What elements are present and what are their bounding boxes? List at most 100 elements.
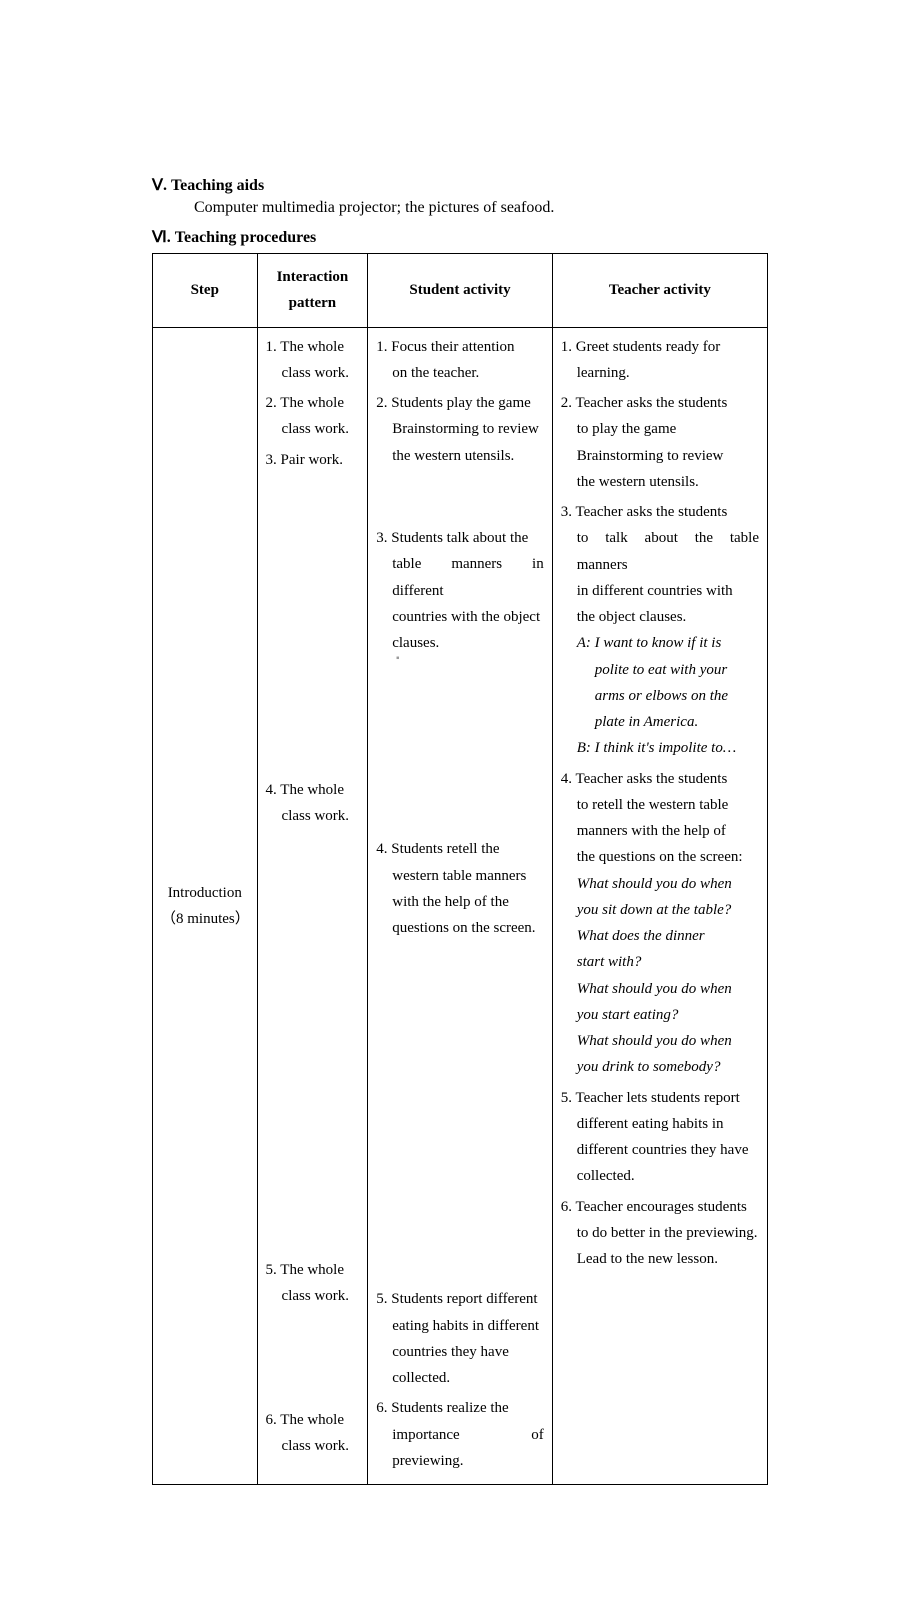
list-item-line: learning. bbox=[577, 360, 759, 386]
list-item-number: 2. bbox=[561, 395, 576, 411]
spacer-line bbox=[266, 1092, 360, 1118]
spacer-line bbox=[376, 1245, 544, 1271]
list-item: 5. Teacher lets students report different… bbox=[561, 1085, 759, 1190]
list-item-number: 1. bbox=[266, 339, 281, 355]
list-item-line: class work. bbox=[282, 803, 360, 829]
spacer-line bbox=[376, 1204, 544, 1230]
spacer-line bbox=[376, 795, 544, 821]
list-item-number: 2. bbox=[266, 395, 281, 411]
spacer-line bbox=[376, 1121, 544, 1147]
list-item-number: 6. bbox=[266, 1412, 281, 1428]
list-item-line: 3. Pair work. bbox=[266, 447, 360, 473]
th-teacher: Teacher activity bbox=[552, 254, 767, 328]
list-item: 2. The wholeclass work. bbox=[266, 390, 360, 443]
list-item-line: 3. Teacher asks the students bbox=[561, 499, 759, 525]
document-page: Ⅴ. Teaching aids Computer multimedia pro… bbox=[0, 0, 920, 1605]
procedures-table: Step Interaction pattern Student activit… bbox=[152, 253, 768, 1485]
list-item-number: 6. bbox=[561, 1199, 576, 1215]
list-item-line: 5. The whole bbox=[266, 1257, 360, 1283]
heading-title: Teaching aids bbox=[171, 177, 264, 194]
list-item-line: with the help of the bbox=[392, 889, 544, 915]
list-item-line: importance of previewing. bbox=[392, 1422, 544, 1475]
spacer-line bbox=[376, 1039, 544, 1065]
dialog-line: polite to eat with your bbox=[595, 657, 759, 683]
spacer-line bbox=[266, 1050, 360, 1076]
spacer-line bbox=[266, 885, 360, 911]
list-item-line: 1. Greet students ready for bbox=[561, 334, 759, 360]
spacer-line bbox=[266, 612, 360, 638]
spacer-line bbox=[376, 998, 544, 1024]
list-item-line: Brainstorming to review bbox=[392, 416, 544, 442]
spacer-line bbox=[266, 1365, 360, 1391]
dialog-line: you sit down at the table? bbox=[577, 897, 759, 923]
spacer-line bbox=[376, 1163, 544, 1189]
list-item-line: 4. The whole bbox=[266, 777, 360, 803]
list-item-line: to talk about the table manners bbox=[577, 525, 759, 578]
list-item: 4. The wholeclass work. bbox=[266, 777, 360, 830]
list-item-line: 6. The whole bbox=[266, 1407, 360, 1433]
list-item-line: 5. Teacher lets students report bbox=[561, 1085, 759, 1111]
list-item: 6. The wholeclass work. bbox=[266, 1407, 360, 1460]
list-item-line: 4. Students retell the bbox=[376, 836, 544, 862]
list-item: 3. Students talk about thetable manners … bbox=[376, 525, 544, 656]
spacer-line bbox=[266, 735, 360, 761]
list-item-number: 2. bbox=[376, 395, 391, 411]
list-item-line: 5. Students report different bbox=[376, 1286, 544, 1312]
list-item: 2. Students play the gameBrainstorming t… bbox=[376, 390, 544, 469]
th-interaction: Interaction pattern bbox=[257, 254, 368, 328]
spacer-line bbox=[376, 713, 544, 739]
spacer-line bbox=[266, 529, 360, 555]
step-duration: （8 minutes） bbox=[161, 906, 249, 932]
spacer-line bbox=[266, 653, 360, 679]
list-item-line: to do better in the previewing. bbox=[577, 1220, 759, 1246]
heading-teaching-aids: Ⅴ. Teaching aids bbox=[152, 175, 768, 195]
list-item-line: to play the game bbox=[577, 416, 759, 442]
list-item-line: collected. bbox=[392, 1365, 544, 1391]
spacer-line bbox=[376, 484, 544, 510]
list-item-number: 1. bbox=[561, 339, 576, 355]
list-item-line: the questions on the screen: bbox=[577, 844, 759, 870]
list-item-line: clauses. bbox=[392, 630, 544, 656]
teaching-aids-body: Computer multimedia projector; the pictu… bbox=[194, 199, 768, 217]
list-item: 5. Students report differenteating habit… bbox=[376, 1286, 544, 1391]
list-item-line: 4. Teacher asks the students bbox=[561, 766, 759, 792]
th-student: Student activity bbox=[368, 254, 553, 328]
list-item-line: the object clauses. bbox=[577, 604, 759, 630]
list-item-line: western table manners bbox=[392, 863, 544, 889]
list-item-number: 3. bbox=[376, 530, 391, 546]
list-item: 4. Teacher asks the studentsto retell th… bbox=[561, 766, 759, 1081]
list-item: 5. The wholeclass work. bbox=[266, 1257, 360, 1310]
spacer-line bbox=[266, 927, 360, 953]
dialog-line: you drink to somebody? bbox=[577, 1054, 759, 1080]
spacer-line bbox=[266, 694, 360, 720]
spacer-line bbox=[266, 844, 360, 870]
list-item-line: 6. Students realize the bbox=[376, 1395, 544, 1421]
cell-student: 1. Focus their attentionon the teacher.2… bbox=[368, 327, 553, 1485]
list-item-number: 5. bbox=[561, 1090, 576, 1106]
list-item-line: different countries they have bbox=[577, 1137, 759, 1163]
list-item: 4. Students retell thewestern table mann… bbox=[376, 836, 544, 941]
list-item: 6. Students realize theimportance of pre… bbox=[376, 1395, 544, 1474]
list-item-line: countries with the object bbox=[392, 604, 544, 630]
list-item-number: 1. bbox=[376, 339, 391, 355]
spacer-line bbox=[376, 754, 544, 780]
list-item: 3. Teacher asks the studentsto talk abou… bbox=[561, 499, 759, 762]
list-item-line: 3. Students talk about the bbox=[376, 525, 544, 551]
spacer-line bbox=[266, 1215, 360, 1241]
list-item-line: 1. The whole bbox=[266, 334, 360, 360]
list-item-number: 5. bbox=[376, 1291, 391, 1307]
list-item-line: collected. bbox=[577, 1163, 759, 1189]
spacer-line bbox=[266, 968, 360, 994]
dialog-line: What should you do when bbox=[577, 1028, 759, 1054]
list-item-line: manners with the help of bbox=[577, 818, 759, 844]
spacer-line bbox=[266, 1009, 360, 1035]
heading-title: Teaching procedures bbox=[175, 229, 317, 246]
list-item-number: 4. bbox=[376, 841, 391, 857]
list-item-number: 6. bbox=[376, 1400, 391, 1416]
step-label: Introduction bbox=[161, 880, 249, 906]
dialog-line: you start eating? bbox=[577, 1002, 759, 1028]
spacer-line bbox=[376, 671, 544, 697]
roman-numeral: Ⅴ. bbox=[152, 177, 167, 194]
list-item: 1. Greet students ready forlearning. bbox=[561, 334, 759, 387]
list-item-line: class work. bbox=[282, 1433, 360, 1459]
